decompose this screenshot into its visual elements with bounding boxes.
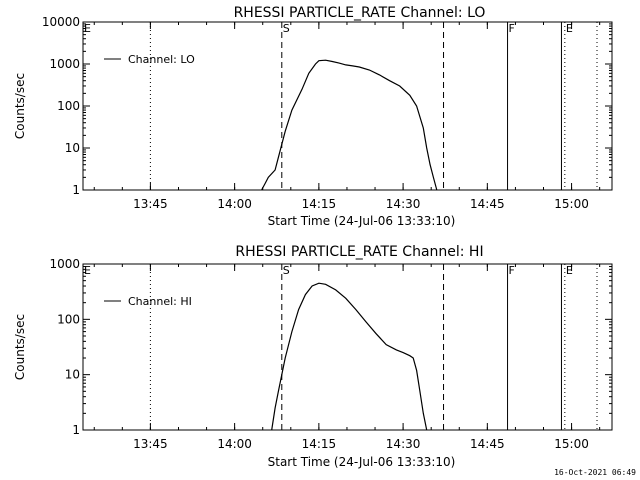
- annotation-label: E: [566, 22, 573, 35]
- x-tick-label: 14:30: [386, 197, 421, 211]
- y-tick-label: 100: [57, 99, 80, 113]
- x-tick-label: 14:15: [302, 197, 337, 211]
- x-tick-label: 14:00: [217, 197, 252, 211]
- x-tick-label: 15:00: [554, 197, 589, 211]
- annotation-label: F: [509, 264, 515, 277]
- legend-entry: Channel: HI: [128, 295, 192, 308]
- plot-frame: [82, 263, 613, 431]
- annotation-label: E: [84, 22, 91, 35]
- chart-title: RHESSI PARTICLE_RATE Channel: LO: [234, 5, 486, 21]
- timestamp: 16-Oct-2021 06:49: [554, 468, 636, 477]
- y-axis-label: Counts/sec: [13, 73, 27, 139]
- y-axis-label: Counts/sec: [13, 314, 27, 380]
- y-tick-label: 1000: [49, 57, 80, 71]
- series-line-1: [271, 282, 428, 431]
- y-tick-label: 100: [57, 312, 80, 326]
- chart-panel-2: [82, 263, 613, 431]
- x-tick-label: 13:45: [133, 197, 168, 211]
- x-axis-label: Start Time (24-Jul-06 13:33:10): [268, 214, 456, 228]
- y-tick-label: 10000: [42, 15, 80, 29]
- y-tick-label: 1000: [49, 257, 80, 271]
- plot-frame: [82, 21, 613, 191]
- legend-entry: Channel: LO: [128, 53, 195, 66]
- annotation-label: S: [283, 22, 290, 35]
- y-tick-label: 10: [65, 141, 80, 155]
- x-tick-label: 14:30: [386, 437, 421, 451]
- series-line-1: [261, 59, 438, 191]
- annotation-label: E: [566, 264, 573, 277]
- annotation-label: F: [509, 22, 515, 35]
- x-tick-label: 14:45: [470, 437, 505, 451]
- annotation-label: S: [283, 264, 290, 277]
- chart-title: RHESSI PARTICLE_RATE Channel: HI: [235, 244, 483, 260]
- y-tick-label: 1: [72, 423, 80, 437]
- x-tick-label: 14:00: [217, 437, 252, 451]
- x-tick-label: 13:45: [133, 437, 168, 451]
- chart-panel-1: [82, 21, 613, 191]
- y-tick-label: 1: [72, 183, 80, 197]
- y-tick-label: 10: [65, 368, 80, 382]
- annotation-label: E: [84, 264, 91, 277]
- x-axis-label: Start Time (24-Jul-06 13:33:10): [268, 455, 456, 469]
- x-tick-label: 14:15: [302, 437, 337, 451]
- x-tick-label: 15:00: [554, 437, 589, 451]
- x-tick-label: 14:45: [470, 197, 505, 211]
